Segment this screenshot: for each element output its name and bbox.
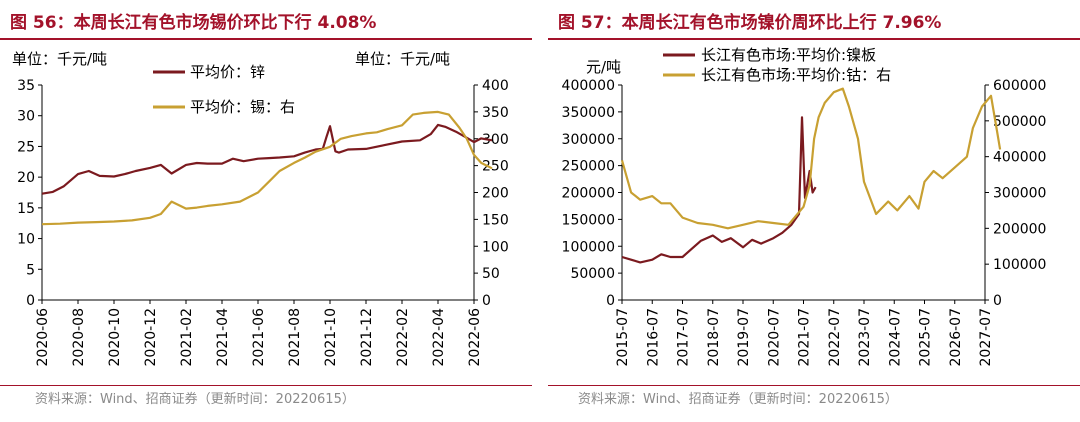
right-x-tick-label: 2026-07 xyxy=(948,308,964,367)
left-right-tick-label: 400 xyxy=(482,78,509,94)
left-right-tick-label: 250 xyxy=(482,159,509,175)
left-x-tick-label: 2022-02 xyxy=(395,308,411,367)
left-x-tick-label: 2020-06 xyxy=(35,308,51,367)
left-left-tick-label: 30 xyxy=(17,109,35,125)
right-left-tick-label: 300000 xyxy=(562,132,615,148)
right-right-tick-label: 200000 xyxy=(993,221,1046,237)
left-x-tick-label: 2021-06 xyxy=(251,308,267,367)
left-panel: 图 56：本周长江有色市场锡价环比下行 4.08% 0 5 10 15 20 25 30 35… xyxy=(0,0,532,422)
right-left-tick-label: 0 xyxy=(606,293,615,309)
left-legend-bg xyxy=(151,99,356,117)
right-x-tick-label: 2025-07 xyxy=(918,308,934,367)
left-left-tick-label: 10 xyxy=(17,232,35,248)
right-x-tick-label: 2020-07 xyxy=(766,308,782,367)
left-right-tick-label: 150 xyxy=(482,212,509,228)
right-x-tick-label: 2021-07 xyxy=(797,308,813,367)
right-x-tick-label: 2024-07 xyxy=(887,308,903,367)
left-right-unit: 单位：千元/吨 xyxy=(355,50,450,68)
left-left-tick-label: 15 xyxy=(17,201,35,217)
left-x-tick-label: 2021-12 xyxy=(359,308,375,367)
right-x-tick-label: 2018-07 xyxy=(706,308,722,367)
left-left-tick-label: 35 xyxy=(17,78,35,94)
right-x-tick-label: 2022-07 xyxy=(827,308,843,367)
left-x-tick-label: 2022-06 xyxy=(467,308,483,367)
left-legend-label: 平均价：锌 xyxy=(190,63,265,81)
left-chart: 0510152025303505010015020025030035040020… xyxy=(12,50,509,367)
left-right-tick-label: 350 xyxy=(482,105,509,121)
left-bottom-rule xyxy=(0,385,532,386)
right-source-note: 资料来源：Wind、招商证券（更新时间：20220615） xyxy=(578,392,898,407)
right-left-tick-label: 400000 xyxy=(562,78,615,94)
right-x-tick-label: 2027-07 xyxy=(978,308,994,367)
right-x-tick-label: 2015-07 xyxy=(615,308,631,367)
left-series-line-1 xyxy=(41,110,493,226)
right-chart-title: 图 57：本周长江有色市场镍价周环比上行 7.96% xyxy=(558,13,942,33)
right-x-tick-label: 2019-07 xyxy=(736,308,752,367)
left-left-unit: 单位：千元/吨 xyxy=(12,50,107,68)
left-chart-title: 图 56：本周长江有色市场锡价环比下行 4.08% xyxy=(10,13,377,33)
left-source-note: 资料来源：Wind、招商证券（更新时间：20220615） xyxy=(35,392,355,407)
right-x-tick-label: 2016-07 xyxy=(645,308,661,367)
right-right-tick-label: 300000 xyxy=(993,186,1046,202)
left-legend-label: 平均价：锡：右 xyxy=(190,98,295,116)
left-x-tick-label: 2021-10 xyxy=(323,308,339,367)
left-title-rule xyxy=(0,38,532,40)
right-bottom-rule xyxy=(548,385,1080,386)
left-left-tick-label: 5 xyxy=(26,262,35,278)
right-series-line-0 xyxy=(621,116,817,264)
left-x-tick-label: 2020-08 xyxy=(71,308,87,367)
left-series-line-0 xyxy=(41,123,493,195)
left-right-tick-label: 200 xyxy=(482,186,509,202)
left-right-tick-label: 0 xyxy=(482,293,491,309)
right-legend-bg xyxy=(661,47,866,65)
left-left-tick-label: 25 xyxy=(17,139,35,155)
left-x-tick-label: 2020-10 xyxy=(107,308,123,367)
right-left-tick-label: 150000 xyxy=(562,212,615,228)
right-legend-bg xyxy=(661,67,866,85)
right-title-rule xyxy=(548,38,1080,40)
left-x-tick-label: 2021-08 xyxy=(287,308,303,367)
left-right-tick-label: 100 xyxy=(482,239,509,255)
right-left-tick-label: 350000 xyxy=(562,105,615,121)
left-legend-bg xyxy=(151,64,356,82)
right-series-line-1 xyxy=(620,87,1002,230)
left-x-tick-label: 2022-04 xyxy=(431,308,447,367)
right-left-tick-label: 200000 xyxy=(562,186,615,202)
right-panel: 图 57：本周长江有色市场镍价周环比上行 7.96% 0 50000 100000 1… xyxy=(548,0,1080,422)
left-right-tick-label: 300 xyxy=(482,132,509,148)
left-x-tick-label: 2021-02 xyxy=(179,308,195,367)
left-right-tick-label: 50 xyxy=(482,266,500,282)
right-left-tick-label: 50000 xyxy=(570,266,615,282)
left-x-tick-label: 2021-04 xyxy=(215,308,231,367)
right-left-tick-label: 250000 xyxy=(562,159,615,175)
right-right-tick-label: 600000 xyxy=(993,78,1046,94)
left-left-tick-label: 20 xyxy=(17,170,35,186)
right-legend-label: 长江有色市场:平均价:镍板 xyxy=(701,46,876,64)
right-chart: 0 50000 100000 150000 200000 250000 300000 3500… xyxy=(562,46,1047,367)
right-legend-label: 长江有色市场:平均价:钴：右 xyxy=(701,66,891,84)
right-right-tick-label: 500000 xyxy=(993,114,1046,130)
left-x-tick-label: 2020-12 xyxy=(143,308,159,367)
right-left-tick-label: 100000 xyxy=(562,239,615,255)
left-left-tick-label: 0 xyxy=(26,293,35,309)
right-right-tick-label: 400000 xyxy=(993,150,1046,166)
right-x-tick-label: 2023-07 xyxy=(857,308,873,367)
right-left-unit: 元/吨 xyxy=(586,58,621,76)
right-right-tick-label: 100000 xyxy=(993,257,1046,273)
right-right-tick-label: 0 xyxy=(993,293,1002,309)
right-x-tick-label: 2017-07 xyxy=(676,308,692,367)
